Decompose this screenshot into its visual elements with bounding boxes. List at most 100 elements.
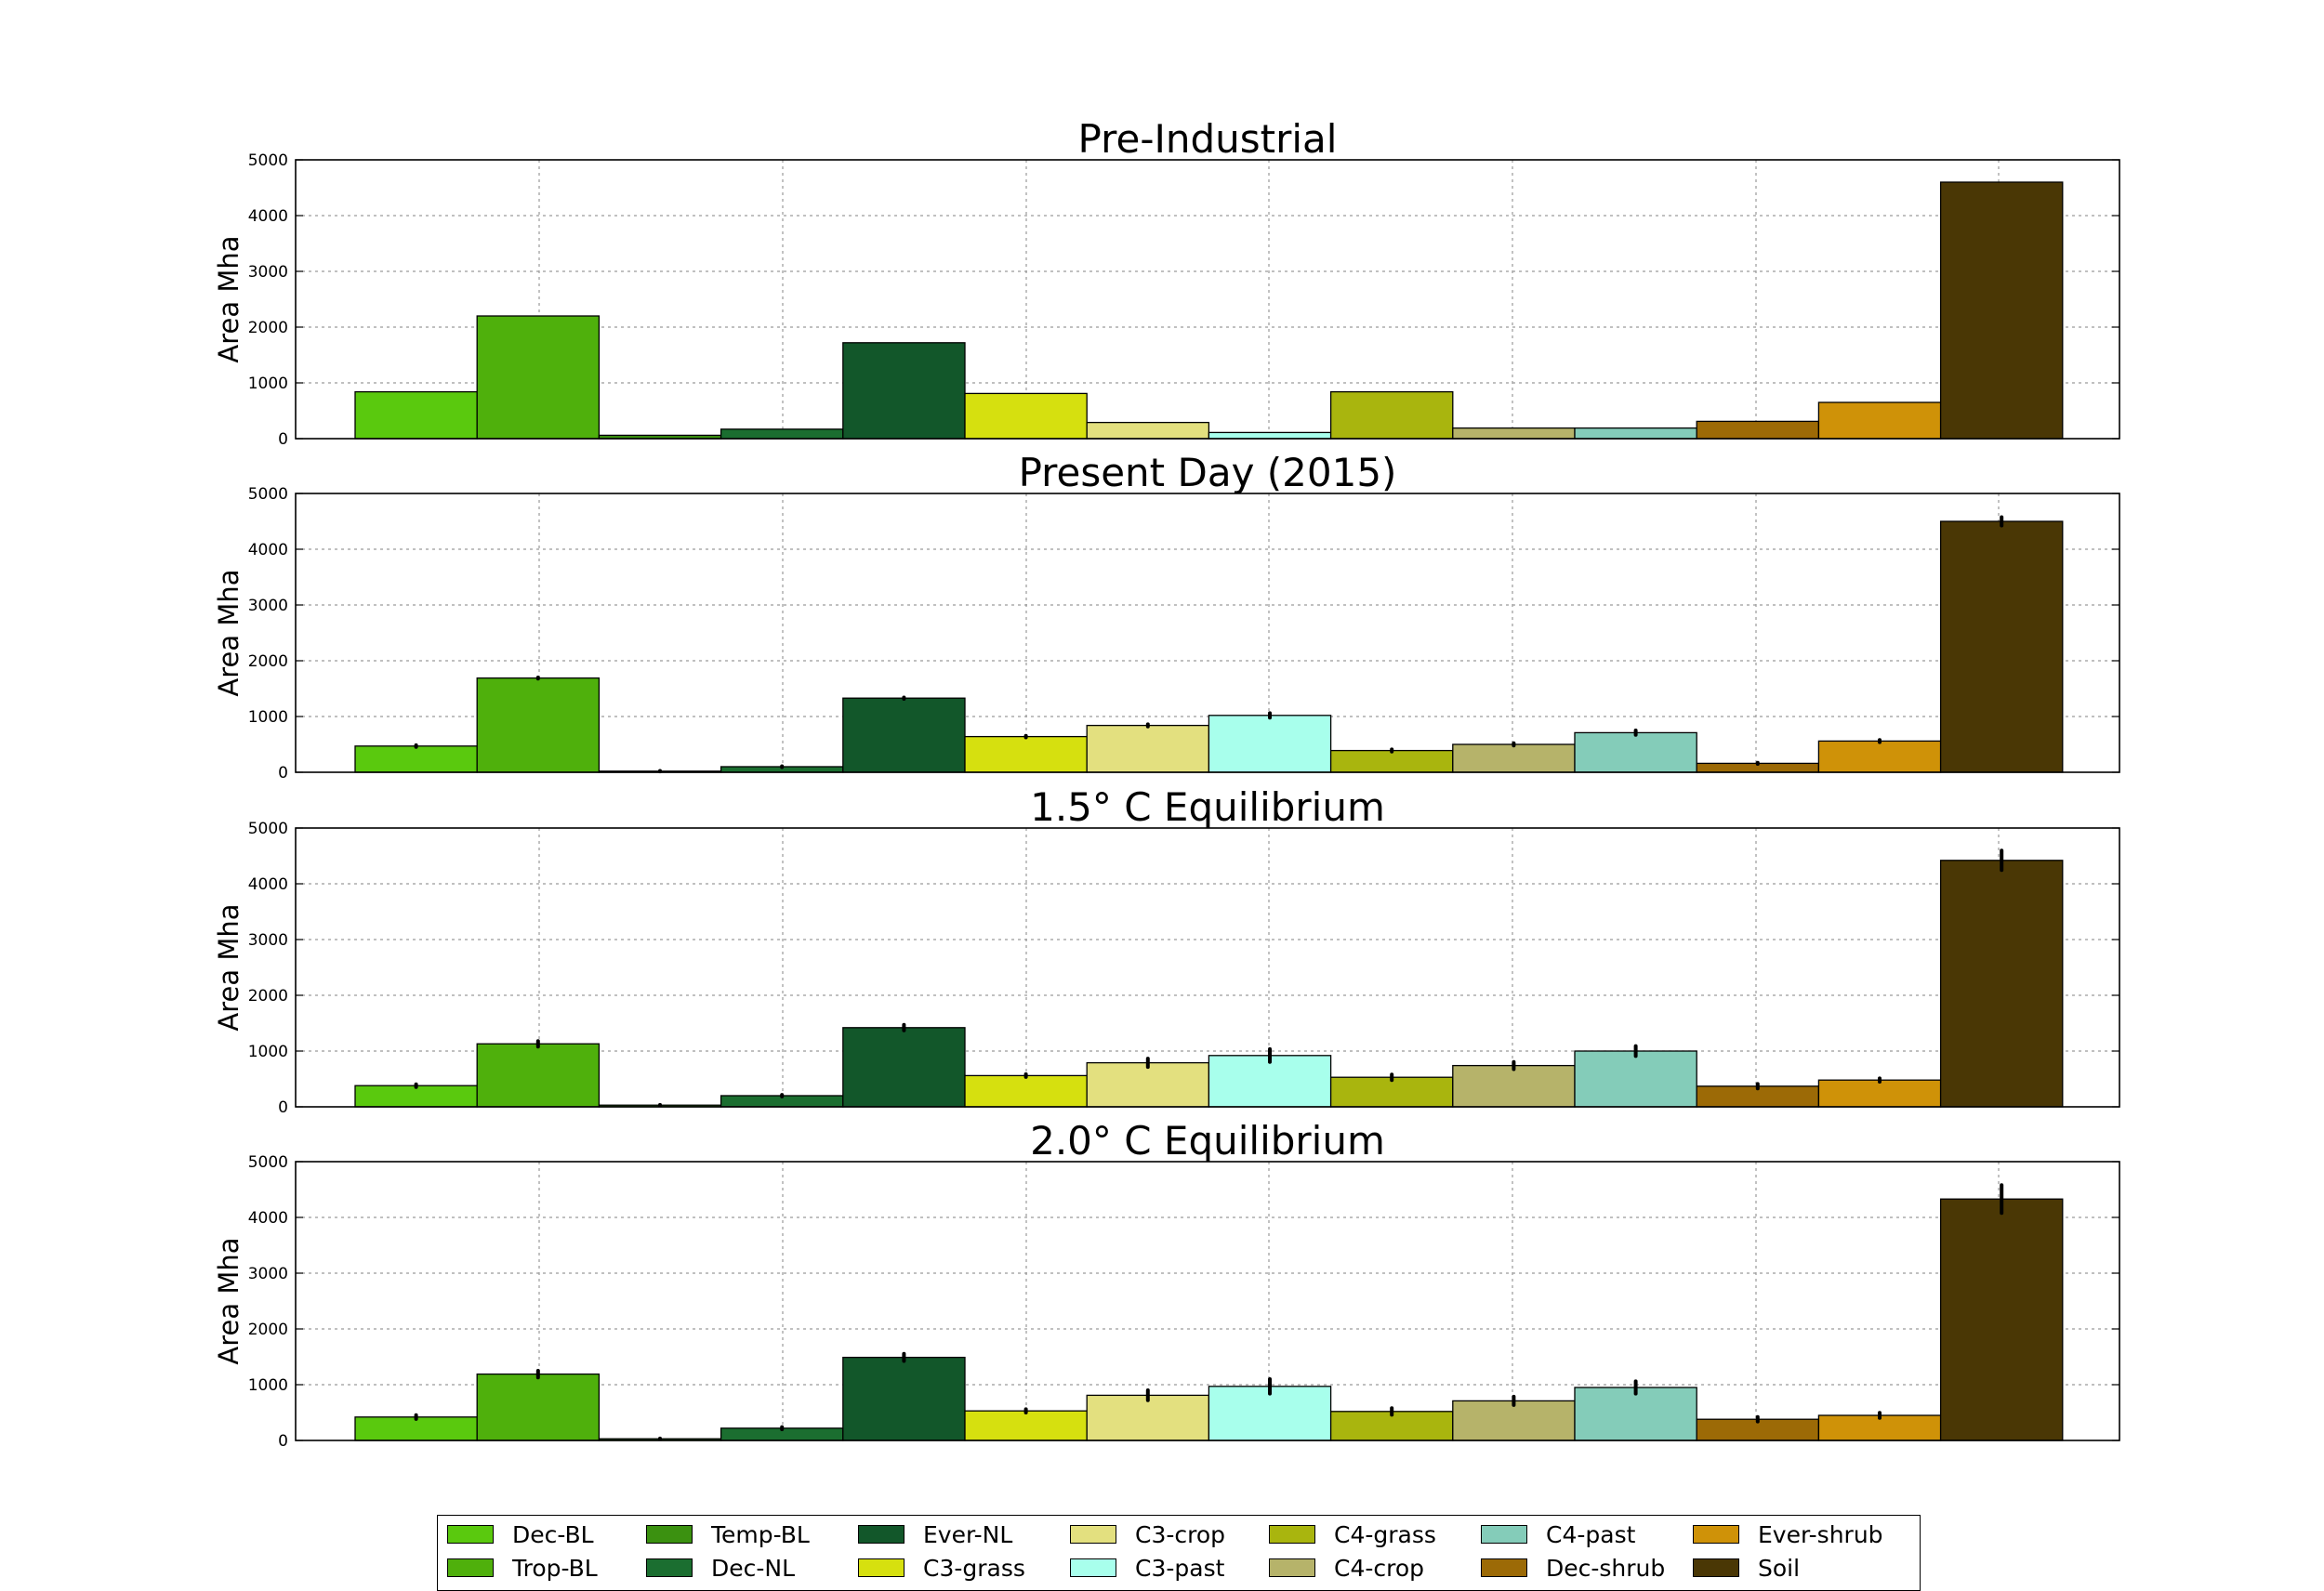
y-tick-label: 2000: [248, 319, 288, 337]
y-tick-label: 5000: [248, 820, 288, 838]
bar-c3-crop: [1086, 421, 1210, 440]
plot-frame: [295, 827, 2120, 1108]
legend-label: Ever-NL: [923, 1520, 1013, 1548]
y-tick-label: 1000: [248, 1376, 288, 1395]
y-tick-label: 4000: [248, 875, 288, 894]
legend-label: Dec-shrub: [1546, 1554, 1666, 1582]
y-tick-label: 4000: [248, 207, 288, 226]
legend-label: Ever-shrub: [1758, 1520, 1883, 1548]
legend: Dec-BL Trop-BL Temp-BL Dec-NL Ever-NL C3-gras…: [437, 1515, 1921, 1591]
y-tick-label: 0: [278, 1432, 288, 1451]
legend-item-c4-past: C4-past: [1481, 1520, 1635, 1548]
bar-ever-shrub: [1817, 740, 1942, 773]
legend-swatch: [1070, 1558, 1116, 1577]
y-axis-label: Area Mha: [213, 1237, 244, 1364]
bar-ever-nl: [842, 1356, 966, 1441]
legend-swatch: [1269, 1558, 1315, 1577]
bar-c4-crop: [1452, 1064, 1576, 1108]
y-tick-label: 1000: [248, 375, 288, 393]
bar-c4-past: [1574, 731, 1697, 773]
legend-label: Soil: [1758, 1554, 1801, 1582]
y-axis-label: Area Mha: [213, 903, 244, 1031]
bar-soil: [1939, 520, 2064, 773]
legend-item-temp-bl: Temp-BL: [646, 1520, 810, 1548]
legend-swatch: [447, 1525, 494, 1544]
bar-c3-crop: [1086, 1061, 1210, 1108]
legend-label: C4-past: [1546, 1520, 1636, 1548]
legend-label: Trop-BL: [512, 1554, 598, 1582]
chart-title: Present Day (2015): [1019, 450, 1397, 495]
bar-ever-nl: [842, 1027, 966, 1108]
bar-trop-bl: [476, 677, 601, 773]
legend-swatch: [447, 1558, 494, 1577]
chart-panel-3: 2.0° C Equilibrium Area Mha 0 1000 2000 3000 4…: [213, 1118, 2120, 1451]
legend-label: C4-crop: [1334, 1554, 1425, 1582]
chart-panel-0: Pre-Industrial Area Mha 0 1000 2000 3000 4000 5…: [213, 116, 2120, 449]
legend-swatch: [646, 1525, 693, 1544]
legend-item-soil: Soil: [1693, 1554, 1800, 1582]
y-tick-label: 1000: [248, 1043, 288, 1061]
chart-panel-2: 1.5° C Equilibrium Area Mha 0 1000 2000 3000 4…: [213, 784, 2120, 1117]
legend-swatch: [1269, 1525, 1315, 1544]
bar-c3-grass: [964, 1074, 1088, 1108]
plot-frame: [295, 1161, 2120, 1441]
bar-dec-shrub: [1696, 420, 1820, 440]
y-tick-label: 1000: [248, 708, 288, 727]
bar-c3-grass: [964, 392, 1088, 440]
y-axis-label: Area Mha: [213, 569, 244, 696]
y-tick-label: 3000: [248, 263, 288, 282]
bar-c3-crop: [1086, 1394, 1210, 1441]
y-tick-label: 3000: [248, 931, 288, 950]
bar-c4-grass: [1329, 749, 1454, 773]
legend-item-c4-crop: C4-crop: [1269, 1554, 1424, 1582]
y-tick-label: 5000: [248, 151, 288, 170]
bar-ever-shrub: [1817, 401, 1942, 440]
plot-frame: [295, 159, 2120, 440]
bar-c3-past: [1208, 715, 1332, 773]
bar-dec-bl: [354, 390, 478, 440]
bar-c3-crop: [1086, 724, 1210, 773]
legend-swatch: [1481, 1558, 1527, 1577]
chart-title: 2.0° C Equilibrium: [1030, 1118, 1385, 1164]
bar-dec-nl: [720, 428, 844, 440]
legend-label: Dec-BL: [512, 1520, 594, 1548]
y-tick-label: 5000: [248, 1153, 288, 1172]
legend-item-c3-crop: C3-crop: [1070, 1520, 1225, 1548]
legend-swatch: [1070, 1525, 1116, 1544]
y-tick-label: 2000: [248, 987, 288, 1006]
legend-label: Dec-NL: [711, 1554, 796, 1582]
legend-item-dec-shrub: Dec-shrub: [1481, 1554, 1665, 1582]
bar-c4-past: [1574, 427, 1697, 440]
bar-ever-nl: [842, 697, 966, 773]
legend-label: C3-crop: [1135, 1520, 1226, 1548]
legend-label: C4-grass: [1334, 1520, 1436, 1548]
bar-dec-bl: [354, 745, 478, 773]
bar-trop-bl: [476, 1043, 601, 1108]
y-tick-label: 4000: [248, 541, 288, 559]
legend-swatch: [1693, 1525, 1739, 1544]
bar-c4-crop: [1452, 427, 1576, 440]
plot-frame: [295, 493, 2120, 773]
legend-label: C3-past: [1135, 1554, 1225, 1582]
legend-item-trop-bl: Trop-BL: [447, 1554, 598, 1582]
bar-soil: [1939, 860, 2064, 1108]
y-tick-label: 3000: [248, 597, 288, 615]
bar-soil: [1939, 181, 2064, 440]
bar-ever-shrub: [1817, 1079, 1942, 1108]
bar-c3-past: [1208, 431, 1332, 440]
legend-label: Temp-BL: [711, 1520, 810, 1548]
y-tick-label: 5000: [248, 485, 288, 504]
y-tick-label: 2000: [248, 1321, 288, 1339]
bar-c4-past: [1574, 1050, 1697, 1108]
legend-label: C3-grass: [923, 1554, 1025, 1582]
bar-dec-bl: [354, 1416, 478, 1441]
bar-c3-grass: [964, 1410, 1088, 1441]
y-tick-label: 2000: [248, 652, 288, 671]
y-tick-label: 3000: [248, 1265, 288, 1283]
bar-soil: [1939, 1198, 2064, 1441]
bar-c4-crop: [1452, 743, 1576, 773]
legend-swatch: [858, 1525, 905, 1544]
legend-item-c3-past: C3-past: [1070, 1554, 1224, 1582]
bar-trop-bl: [476, 315, 601, 440]
